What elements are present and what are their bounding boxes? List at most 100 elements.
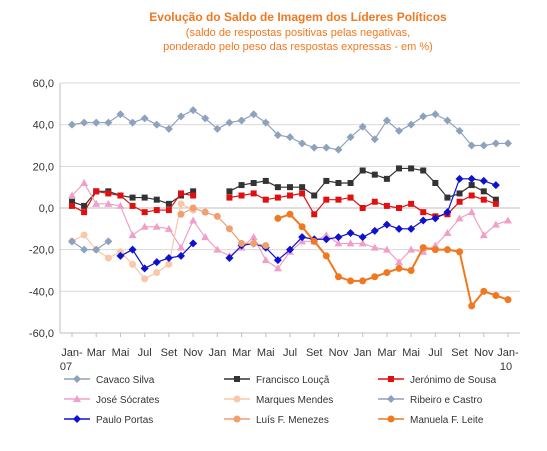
data-point — [396, 205, 402, 211]
data-point — [443, 229, 452, 236]
data-point — [347, 180, 354, 186]
series-1 — [69, 165, 499, 209]
data-point — [249, 233, 258, 241]
data-point — [287, 192, 293, 199]
y-tick-label: 60,0 — [33, 78, 54, 90]
series-7 — [177, 204, 270, 249]
data-point — [407, 224, 416, 233]
data-point — [237, 116, 246, 125]
data-point — [370, 226, 379, 235]
data-point — [359, 277, 367, 285]
data-point — [116, 251, 125, 260]
data-point — [250, 239, 258, 247]
data-point — [334, 145, 343, 154]
data-point — [468, 302, 476, 310]
axes: 60,0 40,0 20,0 0,0 -20,0 -40,0 -60,0 Jan- Mar Mai… — [29, 78, 520, 373]
data-point — [189, 216, 198, 224]
y-tick-label: 0,0 — [39, 203, 54, 215]
data-point — [80, 179, 89, 186]
data-point — [419, 244, 427, 252]
data-point — [431, 246, 439, 254]
legend-item: Manuela F. Leite — [378, 415, 484, 426]
y-tick-label: -20,0 — [29, 245, 54, 257]
legend: Cavaco Silva Francisco Louçã Jerónimo de S… — [64, 375, 497, 426]
data-point — [177, 200, 185, 208]
data-point — [456, 198, 463, 205]
data-point — [238, 192, 245, 199]
data-point — [140, 264, 149, 273]
x-tick-label: Mar — [377, 347, 396, 359]
data-point — [383, 202, 390, 209]
data-point — [346, 133, 355, 142]
data-point — [395, 126, 403, 135]
x-tick-label: Set — [161, 347, 178, 359]
data-point — [431, 214, 440, 223]
x-tick-label: Jan — [354, 347, 372, 359]
data-point — [443, 208, 452, 217]
data-point — [165, 200, 172, 207]
data-point — [443, 246, 451, 254]
data-point — [93, 188, 100, 195]
data-point — [346, 229, 355, 237]
data-point — [322, 252, 330, 260]
x-tick-label: Set — [306, 347, 323, 359]
data-point — [335, 196, 342, 203]
data-point — [80, 245, 89, 254]
data-point — [408, 200, 415, 207]
data-point — [456, 248, 464, 256]
data-point — [408, 165, 415, 172]
x-tick-label: Nov — [329, 347, 349, 359]
data-point — [250, 180, 257, 186]
data-point — [311, 211, 318, 218]
data-point — [92, 245, 101, 254]
data-point — [298, 233, 307, 242]
data-point — [213, 124, 222, 133]
data-point — [431, 110, 440, 119]
data-point — [274, 184, 281, 191]
data-point — [68, 191, 76, 199]
data-point — [81, 209, 88, 216]
data-point — [479, 231, 488, 239]
data-point — [491, 220, 500, 228]
series-group — [68, 106, 512, 310]
x-tick-label-year-start: 07 — [60, 361, 72, 373]
data-point — [238, 239, 246, 247]
data-point — [467, 208, 476, 216]
data-point — [238, 182, 245, 189]
legend-item: Francisco Louçã — [224, 375, 330, 386]
data-point — [164, 254, 173, 262]
data-point — [504, 296, 512, 304]
legend-label: Paulo Portas — [96, 415, 153, 426]
legend-item: Jerónimo de Sousa — [378, 375, 497, 386]
data-point — [189, 106, 198, 115]
data-point — [480, 188, 487, 195]
legend-label: Jerónimo de Sousa — [410, 375, 497, 386]
legend-item: Paulo Portas — [64, 415, 153, 426]
data-point — [407, 267, 415, 274]
data-point — [286, 210, 294, 218]
data-point — [189, 204, 197, 212]
data-point — [382, 220, 391, 229]
data-point — [80, 118, 89, 127]
data-point — [396, 165, 402, 172]
data-point — [213, 212, 221, 220]
series-line — [229, 192, 497, 217]
chart-title: Evolução do Saldo de Imagem dos Líderes … — [149, 10, 447, 24]
data-point — [298, 223, 306, 231]
data-point — [273, 131, 282, 140]
x-tick-label: Jul — [138, 347, 152, 359]
data-point — [152, 258, 161, 267]
data-point — [128, 118, 137, 127]
legend-swatch-marker — [233, 415, 241, 423]
data-point — [395, 258, 403, 266]
data-point — [68, 120, 76, 129]
legend-label: Luís F. Menezes — [256, 415, 329, 426]
data-point — [225, 225, 233, 233]
data-point — [492, 200, 499, 207]
data-point — [274, 214, 282, 222]
x-tick-label: Jan- — [61, 347, 83, 359]
data-point — [177, 251, 185, 260]
y-tick-label: -40,0 — [29, 286, 54, 298]
data-point — [467, 174, 476, 183]
